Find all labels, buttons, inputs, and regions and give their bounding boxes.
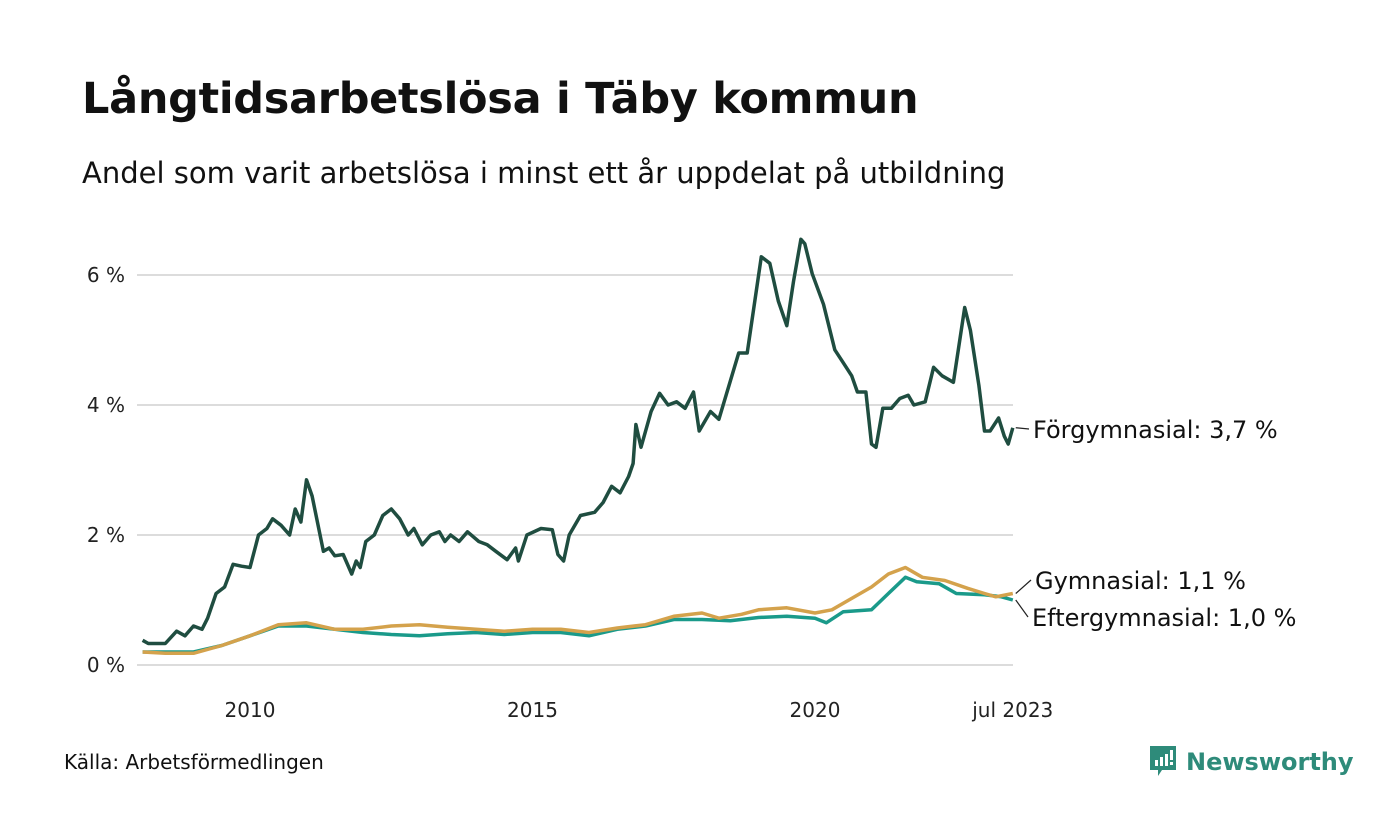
series-line-förgymnasial	[141, 237, 1015, 646]
label-leader-line	[1015, 579, 1032, 594]
y-tick-label: 2 %	[87, 523, 125, 547]
label-leader-line	[1015, 599, 1029, 618]
y-tick-label: 6 %	[87, 263, 125, 287]
y-tick-label: 4 %	[87, 393, 125, 417]
series-line-gymnasial	[142, 565, 1014, 656]
line-chart: 0 % 2 % 4 % 6 % 2010 2015 2020 jul 2023 Förgym…	[87, 237, 1296, 722]
chart-title: Långtidsarbetslösa i Täby kommun	[82, 74, 919, 124]
label-leader-line	[1015, 427, 1030, 430]
source-note: Källa: Arbetsförmedlingen	[64, 750, 324, 774]
x-tick-label: jul 2023	[971, 698, 1053, 722]
series-end-label: Förgymnasial: 3,7 %	[1033, 416, 1278, 444]
newsworthy-logo-icon	[1150, 746, 1176, 776]
logo-text: Newsworthy	[1186, 748, 1354, 776]
series-end-label: Gymnasial: 1,1 %	[1035, 567, 1246, 595]
x-tick-label: 2010	[225, 698, 276, 722]
x-tick-label: 2015	[507, 698, 558, 722]
chart-subtitle: Andel som varit arbetslösa i minst ett å…	[82, 156, 1006, 190]
y-tick-label: 0 %	[87, 653, 125, 677]
x-tick-label: 2020	[790, 698, 841, 722]
series-line-eftergymnasial	[142, 575, 1014, 654]
newsworthy-logo: Newsworthy	[1148, 744, 1354, 780]
series-end-label: Eftergymnasial: 1,0 %	[1032, 604, 1296, 632]
